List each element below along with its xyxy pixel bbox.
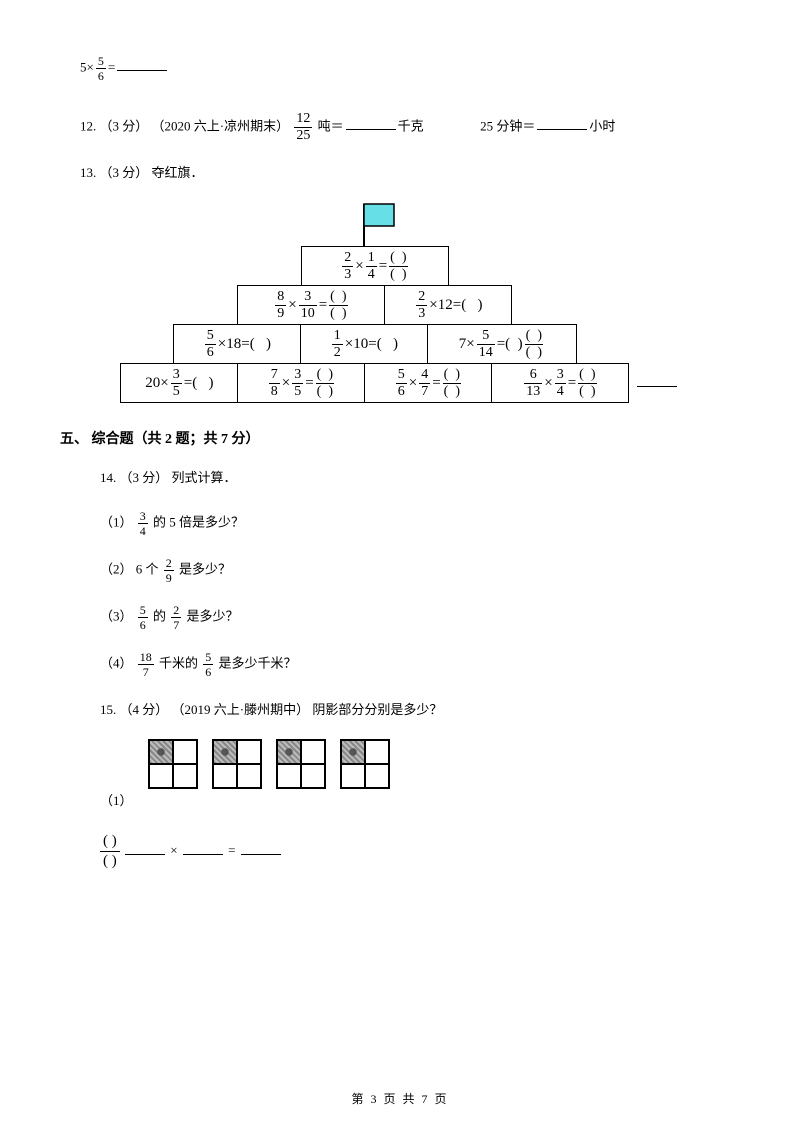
sub-label: （3） <box>100 608 133 623</box>
blank[interactable] <box>183 839 223 855</box>
times: × <box>170 843 177 858</box>
text: 是多少？ <box>179 561 231 576</box>
unit-ton: 吨＝ <box>318 118 344 133</box>
q12: 12. （3 分） （2020 六上·凉州期末） 1225 吨＝ 千克 25 分钟… <box>80 112 740 143</box>
blank[interactable] <box>125 839 165 855</box>
grid-3 <box>276 739 326 789</box>
pyramid-row-2: 89 × 310 = ( )( ) 23 × 12 = ( ) <box>121 286 629 325</box>
den: 6 <box>96 69 106 82</box>
q15-expr: ( )( ) × = <box>100 834 740 869</box>
q14-text: 列式计算． <box>172 470 237 485</box>
page-footer: 第 3 页 共 7 页 <box>0 1090 800 1107</box>
mid: 的 <box>153 608 169 623</box>
pyramid-diagram: 23 × 14 = ( )( ) 89 × 310 = ( )( ) 23 × … <box>60 202 740 403</box>
num: 5 <box>96 55 106 69</box>
pyramid-row-1: 23 × 14 = ( )( ) <box>121 247 629 286</box>
pcell: 56 × 47 = ( )( ) <box>364 363 492 403</box>
sub-label: （1） <box>100 514 133 529</box>
pcell: 23 × 14 = ( )( ) <box>301 246 449 286</box>
pcell: 12 × 10 = ( ) <box>300 324 428 364</box>
unit-kg: 千克 <box>398 118 424 133</box>
q15-sub1-label: （1） <box>100 790 133 809</box>
points: （4 分） <box>120 702 169 717</box>
flag-icon <box>350 202 400 247</box>
q14-3: （3） 56 的 27 是多少？ <box>100 604 740 631</box>
text: 是多少？ <box>187 608 239 623</box>
q14-1: （1） 34 的 5 倍是多少？ <box>100 510 740 537</box>
grid-4 <box>340 739 390 789</box>
pcell: 7 × 514 = ( ) ( )( ) <box>427 324 577 364</box>
q13-text: 夺红旗． <box>152 165 204 180</box>
blank-answer[interactable] <box>117 55 167 71</box>
min-label: 25 分钟＝ <box>480 118 535 133</box>
grid-1 <box>148 739 198 789</box>
q13: 13. （3 分） 夺红旗． <box>80 161 740 184</box>
eq: = <box>108 59 115 74</box>
qnum-13: 13. <box>80 165 96 180</box>
pcell: 23 × 12 = ( ) <box>384 285 512 325</box>
q14-2: （2） 6 个 29 是多少？ <box>100 557 740 584</box>
section-5-heading: 五、 综合题（共 2 题；共 7 分） <box>60 428 740 448</box>
pcell: 20 × 35 = ( ) <box>120 363 238 403</box>
context: （2019 六上·滕州期中） <box>172 702 310 717</box>
points: （3 分） <box>100 118 149 133</box>
points: （3 分） <box>120 470 169 485</box>
q15-text: 阴影部分分别是多少？ <box>312 702 442 717</box>
blank[interactable] <box>241 839 281 855</box>
q14-4: （4） 187 千米的 56 是多少千米？ <box>100 651 740 678</box>
sub-label: （2） <box>100 561 133 576</box>
pyramid-row-4: 20 × 35 = ( ) 78 × 35 = ( )( ) 56 × 47 =… <box>121 364 629 403</box>
eq: = <box>228 843 235 858</box>
text: 的 5 倍是多少？ <box>153 514 244 529</box>
q14: 14. （3 分） 列式计算． <box>100 466 740 489</box>
context: （2020 六上·凉州期末） <box>152 118 290 133</box>
points: （3 分） <box>100 165 149 180</box>
q15: 15. （4 分） （2019 六上·滕州期中） 阴影部分分别是多少？ <box>100 698 740 721</box>
unit-hour: 小时 <box>589 118 615 133</box>
pre: 6 个 <box>136 561 162 576</box>
mid: 千米的 <box>159 655 201 670</box>
blank-after-pyramid[interactable] <box>637 371 677 387</box>
sub-label: （4） <box>100 655 133 670</box>
pyramid-row-3: 56 × 18 = ( ) 12 × 10 = ( ) 7 × 514 = ( … <box>121 325 629 364</box>
qnum-12: 12. <box>80 118 96 133</box>
expr-5x5o6: 5×56= <box>80 55 740 82</box>
qnum-15: 15. <box>100 702 116 717</box>
blank-hour[interactable] <box>537 114 587 130</box>
grid-2 <box>212 739 262 789</box>
blank-kg[interactable] <box>346 114 396 130</box>
pcell: 613 × 34 = ( )( ) <box>491 363 629 403</box>
pcell: 56 × 18 = ( ) <box>173 324 301 364</box>
pcell: 78 × 35 = ( )( ) <box>237 363 365 403</box>
den: 25 <box>294 128 312 143</box>
pcell: 89 × 310 = ( )( ) <box>237 285 385 325</box>
num: 12 <box>294 112 312 128</box>
qnum-14: 14. <box>100 470 116 485</box>
grid-set <box>148 739 390 789</box>
whole-5: 5 <box>80 59 87 74</box>
text: 是多少千米？ <box>219 655 297 670</box>
